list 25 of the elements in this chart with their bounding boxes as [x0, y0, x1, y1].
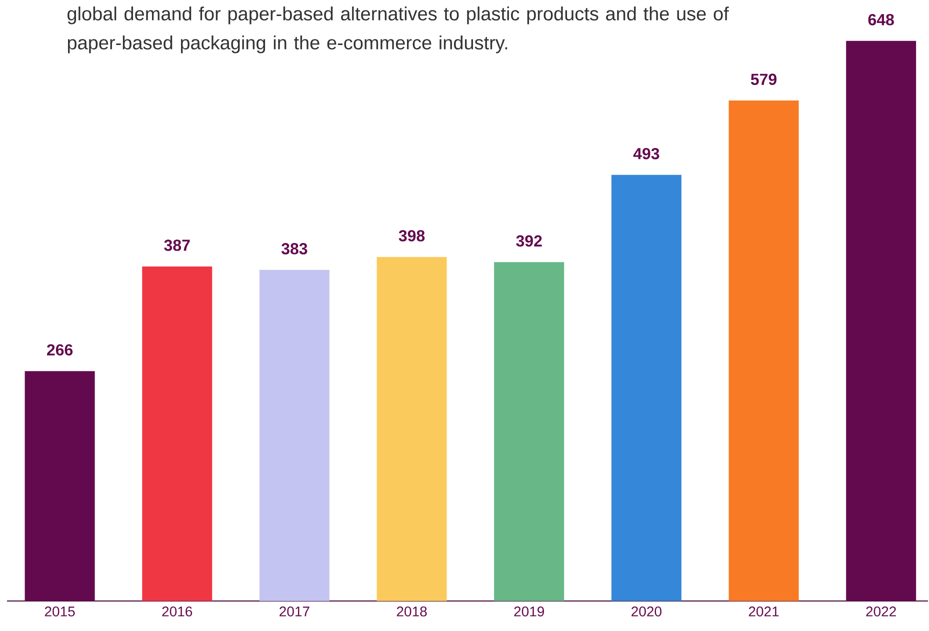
bar — [728, 100, 799, 601]
data-label: 398 — [398, 230, 425, 242]
bar — [494, 262, 564, 601]
x-tick-label: 2015 — [44, 606, 75, 616]
x-tick-label: 2019 — [514, 606, 544, 616]
data-label: 648 — [868, 14, 894, 26]
bar — [846, 40, 916, 601]
annotation: global demand for paper-based alternatives to plastic products and the use of paper-based packaging in the e-commerce industry. — [68, 6, 729, 54]
x-tick-label: 2017 — [280, 606, 310, 616]
data-label: 266 — [47, 344, 73, 356]
data-label: 383 — [281, 243, 308, 254]
bar — [24, 371, 95, 601]
x-tick-label: 2016 — [162, 606, 192, 616]
bar — [611, 174, 682, 601]
data-label: 493 — [633, 148, 660, 160]
bar — [142, 266, 212, 601]
data-label: 392 — [516, 235, 542, 247]
data-label: 387 — [164, 240, 190, 251]
x-tick-label: 2022 — [866, 606, 896, 616]
x-tick-label: 2018 — [396, 606, 427, 616]
bar — [376, 256, 447, 601]
x-tick-label: 2021 — [748, 606, 779, 616]
x-tick-label: 2020 — [632, 606, 662, 616]
bar — [259, 270, 330, 601]
data-label: 579 — [750, 74, 776, 85]
